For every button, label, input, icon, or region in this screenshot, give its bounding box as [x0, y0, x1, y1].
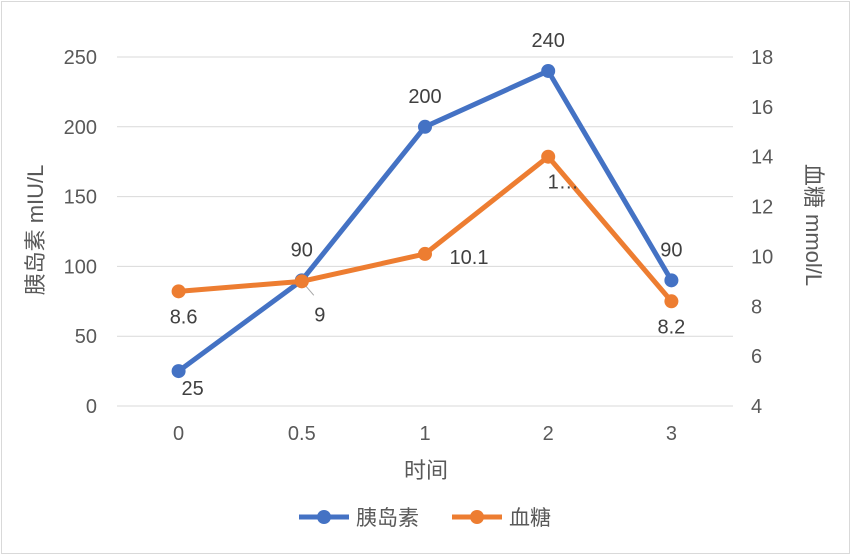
left-tick-label: 200 [64, 117, 97, 139]
left-axis-ticks: 0 50 100 150 200 250 [64, 47, 97, 418]
left-tick-label: 50 [75, 326, 97, 348]
legend-insulin-marker [317, 510, 331, 524]
x-tick-label: 3 [666, 423, 677, 445]
glucose-point [418, 246, 432, 261]
left-tick-label: 0 [86, 396, 97, 418]
left-tick-label: 150 [64, 187, 97, 209]
glucose-series-line [176, 154, 674, 304]
legend-item-insulin: 胰岛素 [299, 507, 419, 530]
glucose-data-label: 8.2 [657, 316, 685, 338]
insulin-series-line [176, 68, 674, 374]
right-tick-label: 12 [751, 197, 773, 219]
right-tick-label: 4 [751, 396, 762, 418]
right-tick-label: 6 [751, 346, 762, 368]
legend-insulin-label: 胰岛素 [356, 507, 419, 530]
right-tick-label: 16 [751, 97, 773, 119]
legend-glucose-marker [470, 510, 484, 524]
left-tick-label: 100 [64, 256, 97, 278]
glucose-data-label: 9 [314, 304, 325, 326]
x-tick-label: 0 [173, 423, 184, 445]
x-tick-label: 2 [543, 423, 554, 445]
insulin-data-label: 90 [291, 239, 313, 261]
legend-item-glucose: 血糖 [452, 507, 551, 530]
insulin-point [171, 364, 186, 379]
legend-glucose-label: 血糖 [509, 507, 551, 530]
legend: 胰岛素 血糖 [299, 507, 551, 530]
series-layer [171, 63, 679, 379]
right-tick-label: 18 [751, 47, 773, 69]
insulin-data-label: 25 [181, 378, 203, 400]
insulin-data-label: 90 [660, 239, 682, 261]
glucose-point [664, 294, 679, 309]
glucose-data-label: 10.1 [450, 247, 489, 269]
glucose-data-label: 8.6 [170, 306, 198, 328]
x-axis-title: 时间 [404, 458, 448, 483]
insulin-point [664, 273, 679, 288]
left-tick-label: 250 [64, 47, 97, 69]
x-tick-label: 1 [419, 423, 430, 445]
right-axis-ticks: 4 6 8 10 12 14 16 18 [751, 47, 773, 418]
left-axis-title: 胰岛素 mIU/L [23, 165, 48, 296]
glucose-point [294, 274, 309, 289]
insulin-data-label: 200 [408, 86, 441, 108]
insulin-point [418, 119, 432, 134]
insulin-point [541, 63, 556, 78]
right-tick-label: 10 [751, 246, 773, 268]
right-tick-label: 8 [751, 296, 762, 318]
glucose-point [171, 284, 186, 299]
x-axis-ticks: 0 0.5 1 2 3 [173, 423, 677, 445]
right-axis-title: 血糖 mmol/L [801, 164, 826, 286]
glucose-data-label: 1… [548, 172, 579, 194]
glucose-point [541, 149, 556, 164]
data-labels: 25 90 200 240 90 8.6 9 10.1 1… 8.2 [170, 30, 686, 400]
x-tick-label: 0.5 [288, 423, 316, 445]
right-tick-label: 14 [751, 147, 773, 169]
insulin-data-label: 240 [532, 30, 565, 52]
